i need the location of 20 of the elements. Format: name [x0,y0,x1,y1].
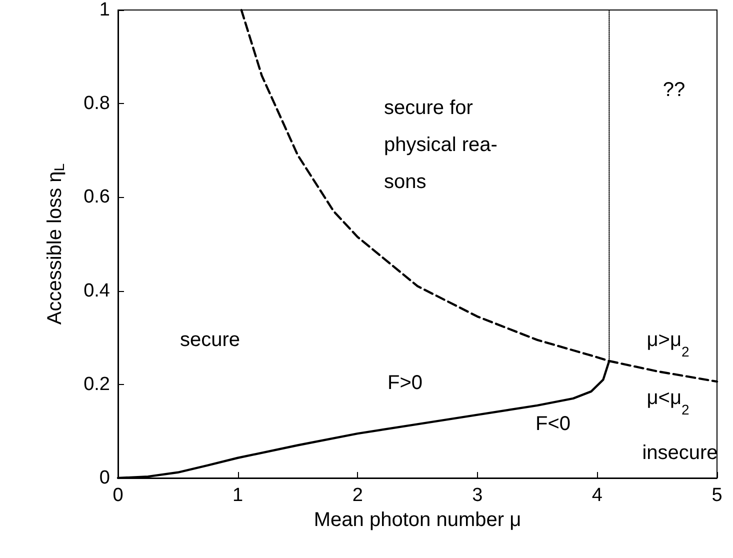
y-axis-title: Accessible loss ηL [44,163,67,325]
x-tick-label: 4 [592,485,603,506]
annotation: F>0 [387,372,423,394]
x-axis-title: Mean photon number μ [314,509,522,531]
y-tick-label: 0.6 [84,186,110,208]
x-tick-label: 2 [352,485,363,506]
y-tick-label: 0.8 [84,93,110,114]
annotation: insecure [642,442,718,464]
x-tick-label: 1 [232,485,244,506]
annotation: secure [180,329,240,351]
y-tick-label: 0.2 [84,374,110,395]
annotation: F<0 [535,413,571,435]
y-tick-label: 1 [99,0,110,20]
x-tick-label: 0 [112,485,124,506]
x-tick-label: 5 [712,485,722,506]
annotation: secure for physical rea- sons [384,97,498,193]
y-tick-label: 0.4 [84,280,110,302]
annotation: ?? [662,79,686,101]
x-tick-label: 3 [472,485,483,506]
y-tick-label: 0 [99,468,110,488]
